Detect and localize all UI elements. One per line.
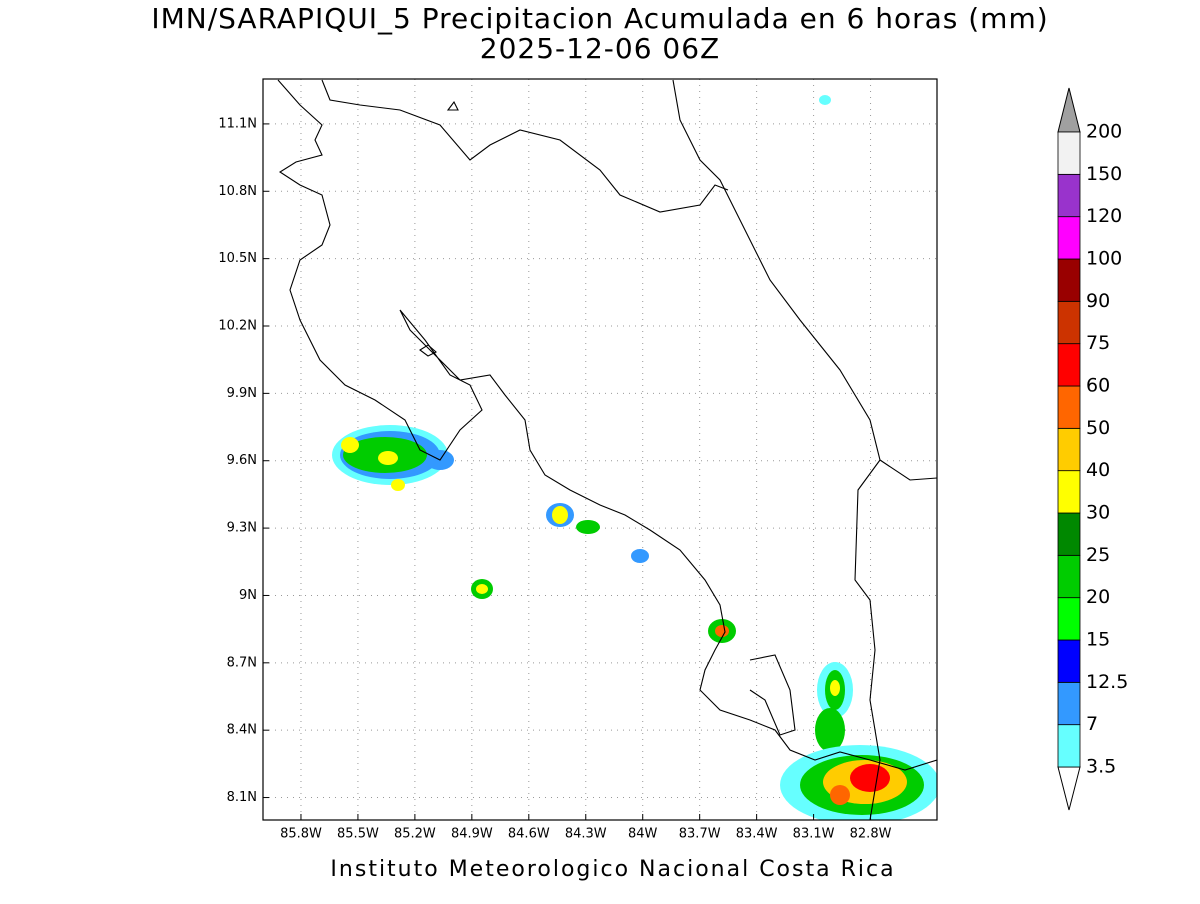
colorbar-label: 100: [1086, 248, 1122, 270]
colorbar-box: [1057, 173, 1081, 218]
grid: [263, 79, 937, 820]
title: IMN/SARAPIQUI_5 Precipitacion Acumulada …: [151, 2, 1048, 35]
coastlines: [277, 79, 937, 820]
colorbar-label: 25: [1086, 544, 1110, 566]
colorbar-label: 90: [1086, 290, 1110, 312]
footer: Instituto Meteorologico Nacional Costa R…: [330, 857, 895, 882]
colorbar-label: 12.5: [1086, 671, 1128, 693]
colorbar-box: [1057, 470, 1081, 514]
precip-blobs: [332, 95, 937, 820]
y-tick-label: 9.9N: [227, 386, 257, 401]
colorbar: 3.5 7 12.5 15 20 25 30 40 50 60 75 90 100 120 150 200: [1057, 87, 1128, 811]
x-tick-label: 85.8W: [280, 827, 322, 842]
x-tick-label: 85.5W: [337, 827, 379, 842]
precip-field: [332, 95, 937, 820]
x-tick-label: 82.8W: [850, 827, 892, 842]
plot-frame: [262, 78, 938, 821]
colorbar-label: 200: [1086, 121, 1122, 143]
colorbar-box: [1057, 597, 1081, 641]
y-tick-label: 10.8N: [218, 184, 257, 199]
colorbar-box: [1057, 724, 1081, 768]
x-tick-label: 84.6W: [508, 827, 550, 842]
y-tick-label: 9N: [239, 588, 257, 603]
colorbar-label: 75: [1086, 332, 1110, 354]
colorbar-label: 150: [1086, 163, 1122, 185]
colorbar-label: 30: [1086, 502, 1110, 524]
x-tick-label: 83.1W: [793, 827, 835, 842]
x-tick-label: 84.3W: [565, 827, 607, 842]
colorbar-label: 15: [1086, 629, 1110, 651]
colorbar-label: 7: [1086, 713, 1098, 735]
colorbar-label: 60: [1086, 375, 1110, 397]
x-tick-label: 84W: [628, 827, 658, 842]
colorbar-box: [1057, 681, 1081, 726]
y-tick-label: 11.1N: [218, 116, 257, 131]
colorbar-box: [1057, 131, 1081, 175]
y-tick-label: 8.1N: [227, 790, 257, 805]
y-tick-label: 10.5N: [218, 251, 257, 266]
colorbar-box: [1057, 427, 1081, 472]
x-tick-label: 85.2W: [394, 827, 436, 842]
colorbar-box: [1057, 639, 1081, 683]
colorbar-label: 40: [1086, 459, 1110, 481]
colorbar-label: 120: [1086, 205, 1122, 227]
y-tick-label: 10.2N: [218, 319, 257, 334]
colorbar-box: [1057, 258, 1081, 302]
colorbar-box: [1057, 385, 1081, 429]
x-tick-label: 83.7W: [679, 827, 721, 842]
subtitle: 2025-12-06 06Z: [480, 32, 720, 65]
colorbar-label: 3.5: [1086, 756, 1116, 778]
colorbar-box: [1057, 300, 1081, 345]
colorbar-box: [1057, 216, 1081, 260]
y-tick-label: 9.6N: [227, 453, 257, 468]
colorbar-box: [1057, 343, 1081, 387]
y-tick-label: 8.4N: [227, 723, 257, 738]
colorbar-box: [1057, 512, 1081, 556]
x-tick-label: 84.9W: [451, 827, 493, 842]
colorbar-label: 20: [1086, 586, 1110, 608]
x-tick-label: 83.4W: [736, 827, 778, 842]
colorbar-label: 50: [1086, 417, 1110, 439]
y-tick-label: 9.3N: [227, 521, 257, 536]
colorbar-box: [1057, 554, 1081, 599]
y-tick-label: 8.7N: [227, 655, 257, 670]
